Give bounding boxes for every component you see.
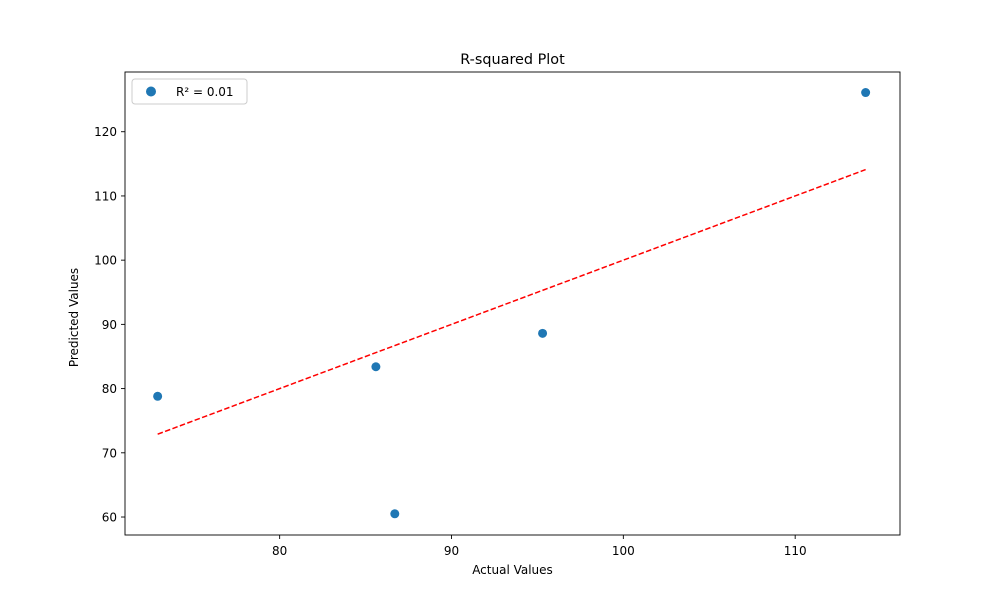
x-tick-label: 80 — [272, 544, 287, 558]
legend-marker — [146, 86, 156, 97]
x-tick-label: 100 — [612, 544, 635, 558]
y-tick-label: 70 — [102, 446, 117, 460]
legend: R² = 0.01 — [131, 78, 248, 105]
axes-frame — [124, 71, 901, 536]
y-tick-label: 60 — [102, 511, 117, 525]
y-tick-label: 100 — [94, 254, 117, 268]
y-tick-label: 110 — [94, 189, 117, 203]
legend-label: R² = 0.01 — [176, 85, 234, 99]
x-axis-label: Actual Values — [472, 563, 553, 577]
y-tick-label: 90 — [102, 318, 117, 332]
y-tick-label: 120 — [94, 125, 117, 139]
x-tick-label: 90 — [444, 544, 459, 558]
data-point — [390, 509, 400, 519]
plot-area: 80 90 100 110 60 70 80 90 100 110 120 — [94, 71, 901, 558]
data-point — [371, 362, 381, 372]
chart-title: R-squared Plot — [460, 52, 565, 68]
data-point — [538, 328, 548, 338]
data-point — [153, 391, 163, 401]
x-tick-label: 110 — [784, 544, 807, 558]
data-point — [861, 88, 871, 98]
legend-box — [131, 78, 248, 105]
y-axis-label: Predicted Values — [67, 268, 81, 367]
y-tick-label: 80 — [102, 382, 117, 396]
